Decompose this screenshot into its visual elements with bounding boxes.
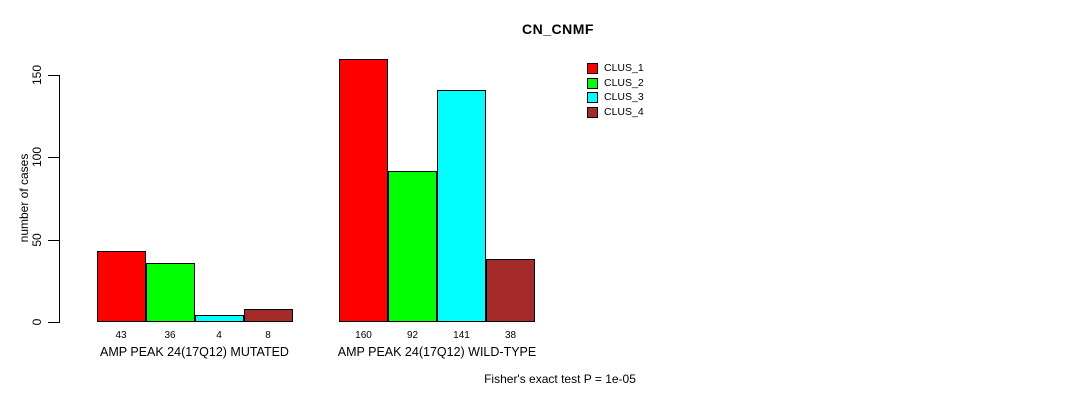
y-tick-mark xyxy=(48,75,59,76)
bar-value-label: 141 xyxy=(453,330,470,341)
bar-clus_4-group2 xyxy=(486,259,535,322)
y-tick-mark xyxy=(48,240,59,241)
y-tick-label: 150 xyxy=(30,64,44,86)
bar-clus_3-group1 xyxy=(194,315,244,322)
bar-value-label: 43 xyxy=(115,330,127,341)
y-tick-label: 50 xyxy=(30,233,44,247)
bar-value-label: 160 xyxy=(355,330,372,341)
legend-swatch-clus_4 xyxy=(587,106,598,118)
bar-clus_1-group2 xyxy=(339,59,388,322)
legend-swatch-clus_1 xyxy=(587,63,598,74)
y-axis-label: number of cases xyxy=(17,153,31,243)
legend-swatch-clus_3 xyxy=(587,92,598,103)
fisher-test-annotation: Fisher's exact test P = 1e-05 xyxy=(484,372,636,386)
bar-clus_2-group1 xyxy=(145,263,195,322)
y-axis-line xyxy=(59,74,60,323)
bar-clus_4-group1 xyxy=(243,309,293,322)
legend-label-clus_4: CLUS_4 xyxy=(604,105,644,118)
y-tick-mark xyxy=(48,322,59,323)
legend-label-clus_3: CLUS_3 xyxy=(604,91,644,103)
bar-clus_1-group1 xyxy=(96,251,146,322)
legend-swatch-clus_2 xyxy=(587,77,598,89)
bar-clus_2-group2 xyxy=(388,171,437,322)
legend-label-clus_1: CLUS_1 xyxy=(604,62,644,74)
y-tick-label: 0 xyxy=(30,318,44,326)
bar-value-label: 36 xyxy=(164,330,176,341)
category-label: AMP PEAK 24(17Q12) WILD-TYPE xyxy=(337,345,537,359)
y-tick-mark xyxy=(48,157,59,158)
bar-value-label: 4 xyxy=(216,330,222,341)
bar-clus_3-group2 xyxy=(437,90,486,322)
bar-value-label: 8 xyxy=(265,330,271,341)
y-tick-label: 100 xyxy=(30,146,44,168)
chart-title: CN_CNMF xyxy=(522,21,594,37)
bar-value-label: 92 xyxy=(406,330,419,341)
bar-value-label: 38 xyxy=(504,330,517,341)
legend-label-clus_2: CLUS_2 xyxy=(604,76,644,89)
category-label: AMP PEAK 24(17Q12) MUTATED xyxy=(100,345,289,359)
